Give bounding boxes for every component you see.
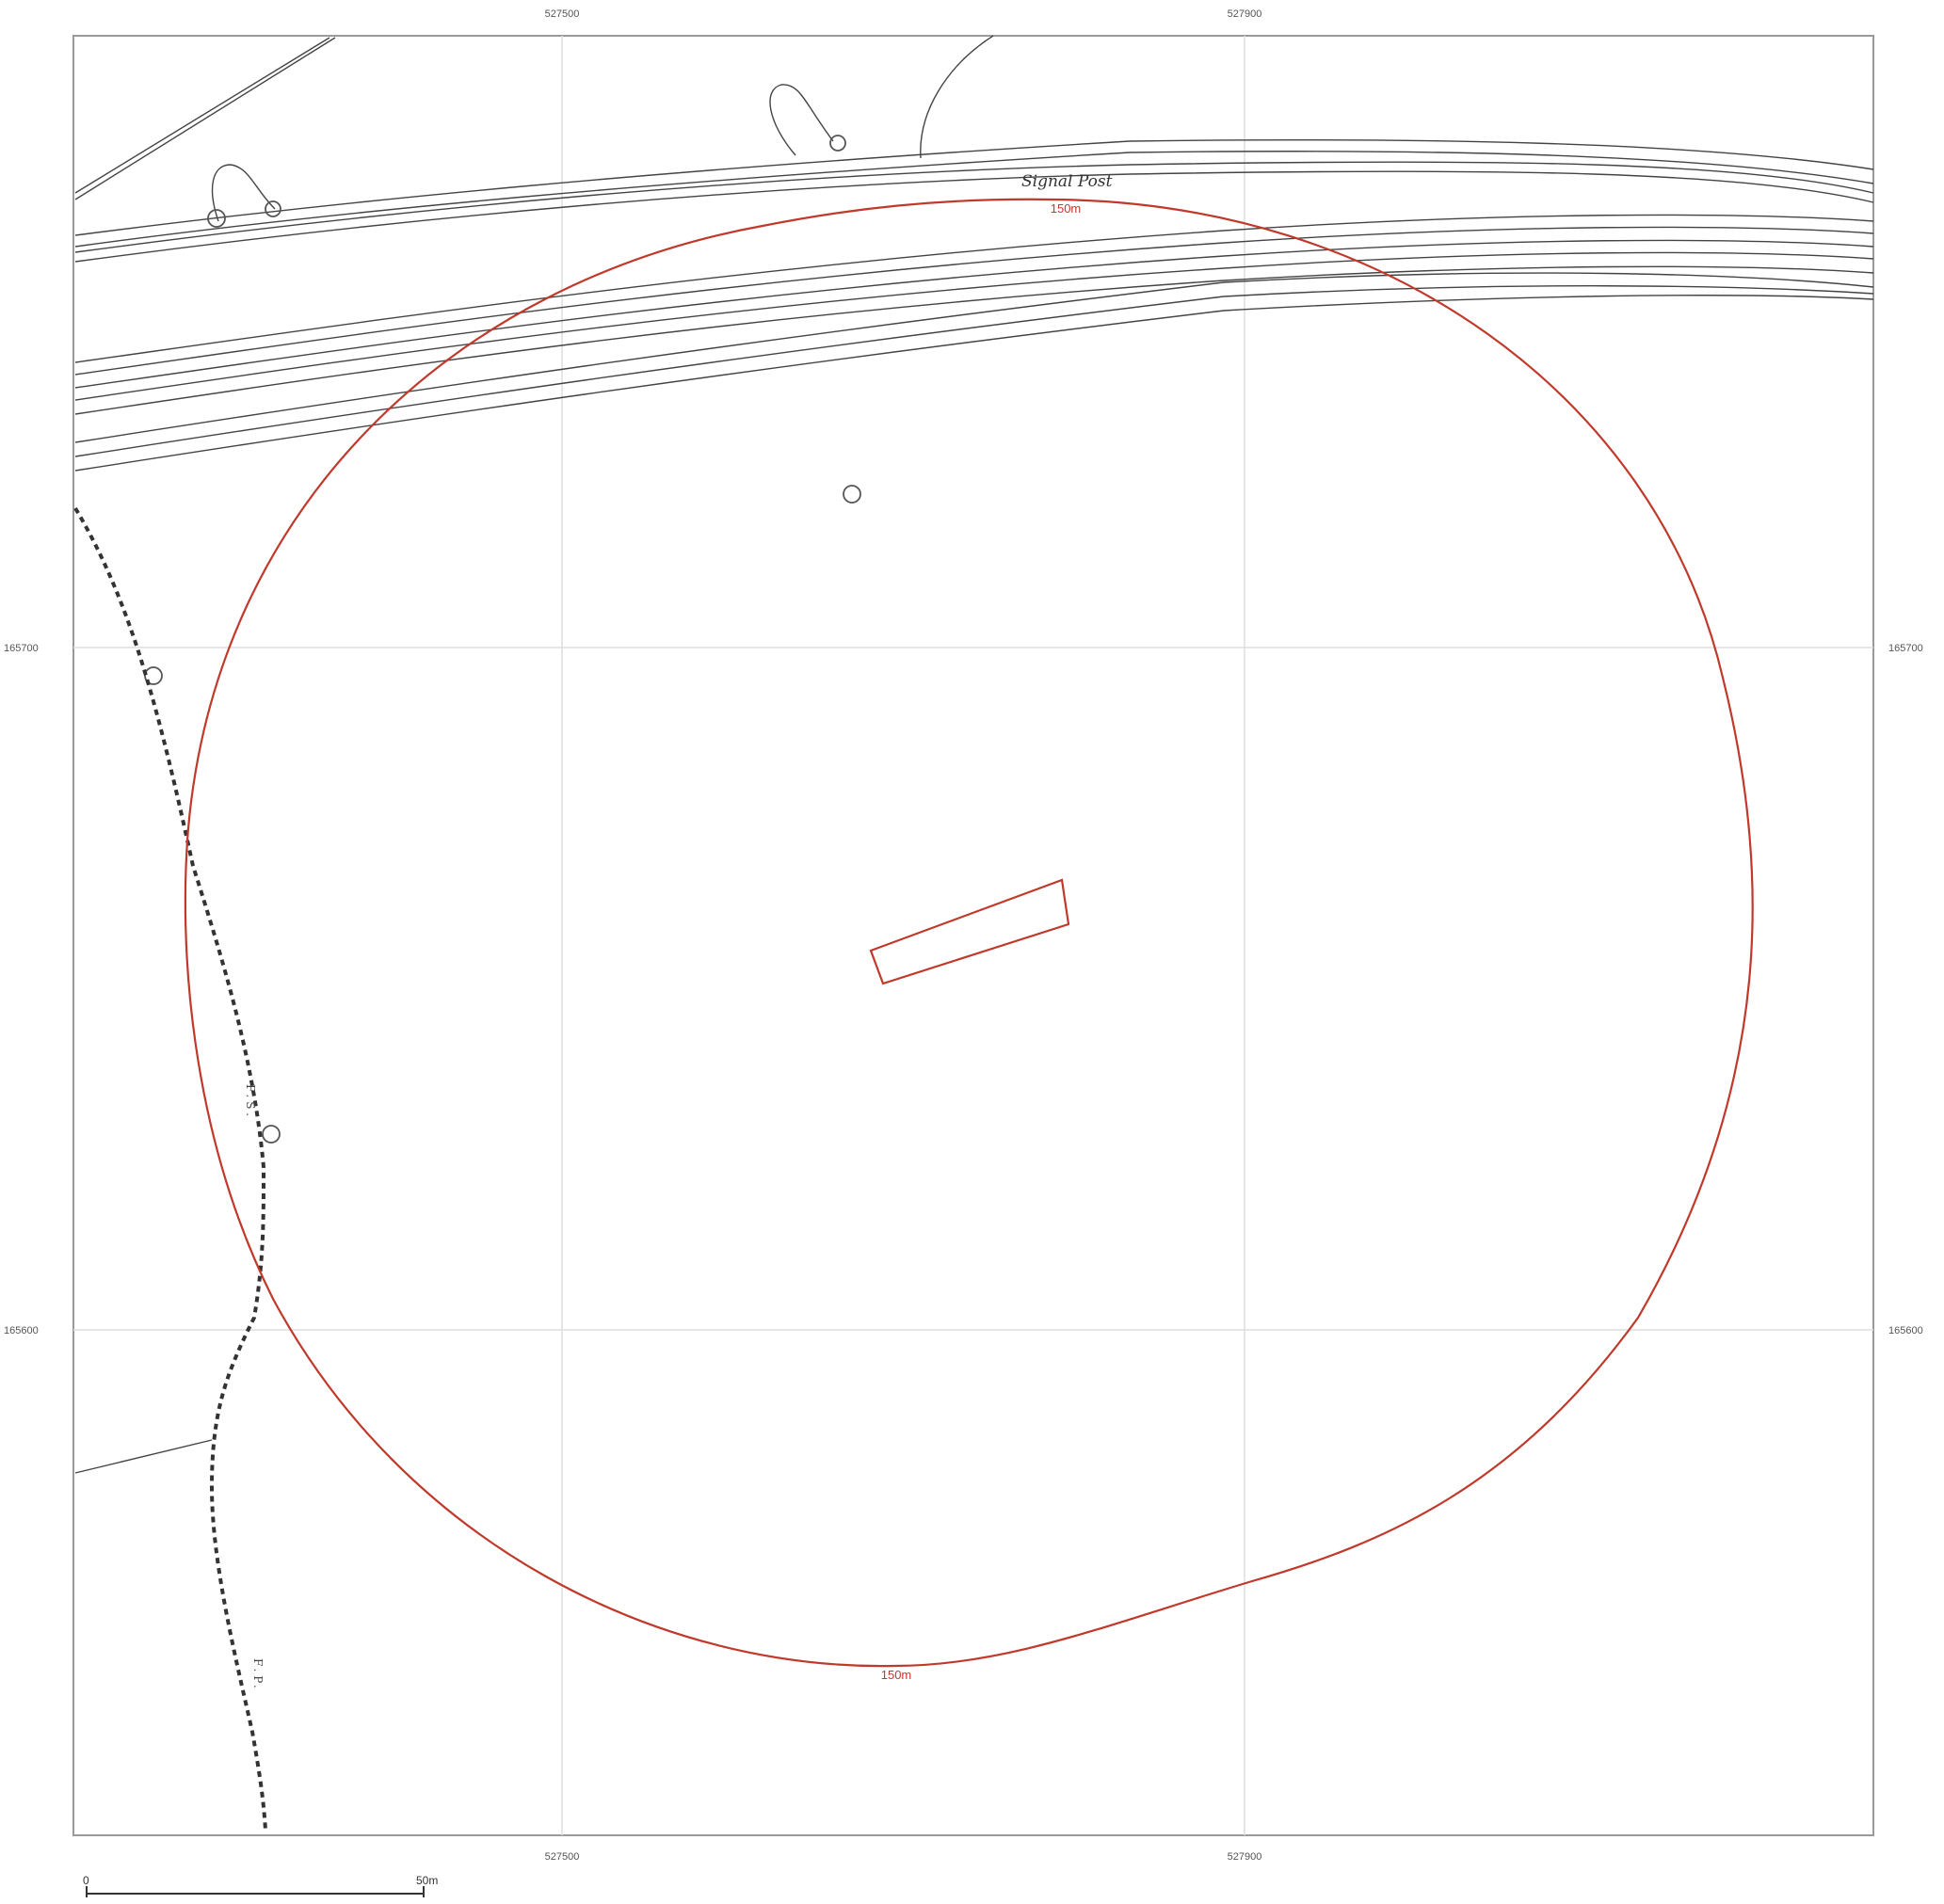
northing-label-right-1: 165700 [1888, 643, 1923, 654]
post-symbol [265, 200, 281, 217]
scale-bar-end-label: 50m [416, 1874, 438, 1887]
map-frame [72, 35, 1874, 1836]
loop-feature [211, 164, 276, 222]
path-label-upper: F.S. [244, 1084, 257, 1120]
northing-label-left-2: 165600 [4, 1325, 39, 1336]
northing-label-right-2: 165600 [1888, 1325, 1923, 1336]
post-symbol [843, 485, 861, 504]
road-line [74, 139, 1874, 236]
railway-line [74, 214, 1874, 363]
road-line [74, 161, 1874, 253]
easting-label-top-2: 527900 [1228, 8, 1262, 20]
railway-line [74, 285, 1874, 457]
post-symbol [262, 1125, 281, 1144]
base-linework [74, 35, 1874, 1474]
scale-bar: 0 50m [83, 1874, 438, 1897]
post-symbol [144, 666, 163, 685]
signal-post-label: Signal Post [1021, 172, 1113, 191]
loop-feature [769, 84, 834, 156]
path-label-lower: F.P. [251, 1658, 265, 1692]
post-symbol [829, 135, 846, 152]
railway-line [74, 251, 1874, 401]
buffer-label-bottom: 150m [881, 1668, 912, 1682]
track-edge-line [74, 37, 336, 200]
buffer-zone-150m [184, 198, 1754, 1668]
spur-line [920, 35, 994, 159]
scale-bar-start-label: 0 [83, 1874, 89, 1887]
track-edge-line [74, 37, 330, 194]
buffer-label-top: 150m [1051, 201, 1082, 216]
post-symbol [207, 209, 226, 228]
railway-line [74, 265, 1874, 415]
railway-line [74, 239, 1874, 389]
railway-line [74, 295, 1874, 472]
road-line [74, 151, 1874, 248]
easting-label-bottom-2: 527900 [1228, 1851, 1262, 1863]
road-line [74, 170, 1874, 263]
railway-line [74, 226, 1874, 376]
northing-label-left-1: 165700 [4, 643, 39, 654]
grid-lines [73, 36, 1873, 1835]
easting-label-top-1: 527500 [545, 8, 580, 20]
easting-label-bottom-1: 527500 [545, 1851, 580, 1863]
map-symbols [144, 135, 861, 1144]
site-boundary [869, 878, 1070, 985]
footpath-line [73, 506, 267, 1832]
track-line [74, 1439, 213, 1474]
railway-line [74, 272, 1874, 443]
